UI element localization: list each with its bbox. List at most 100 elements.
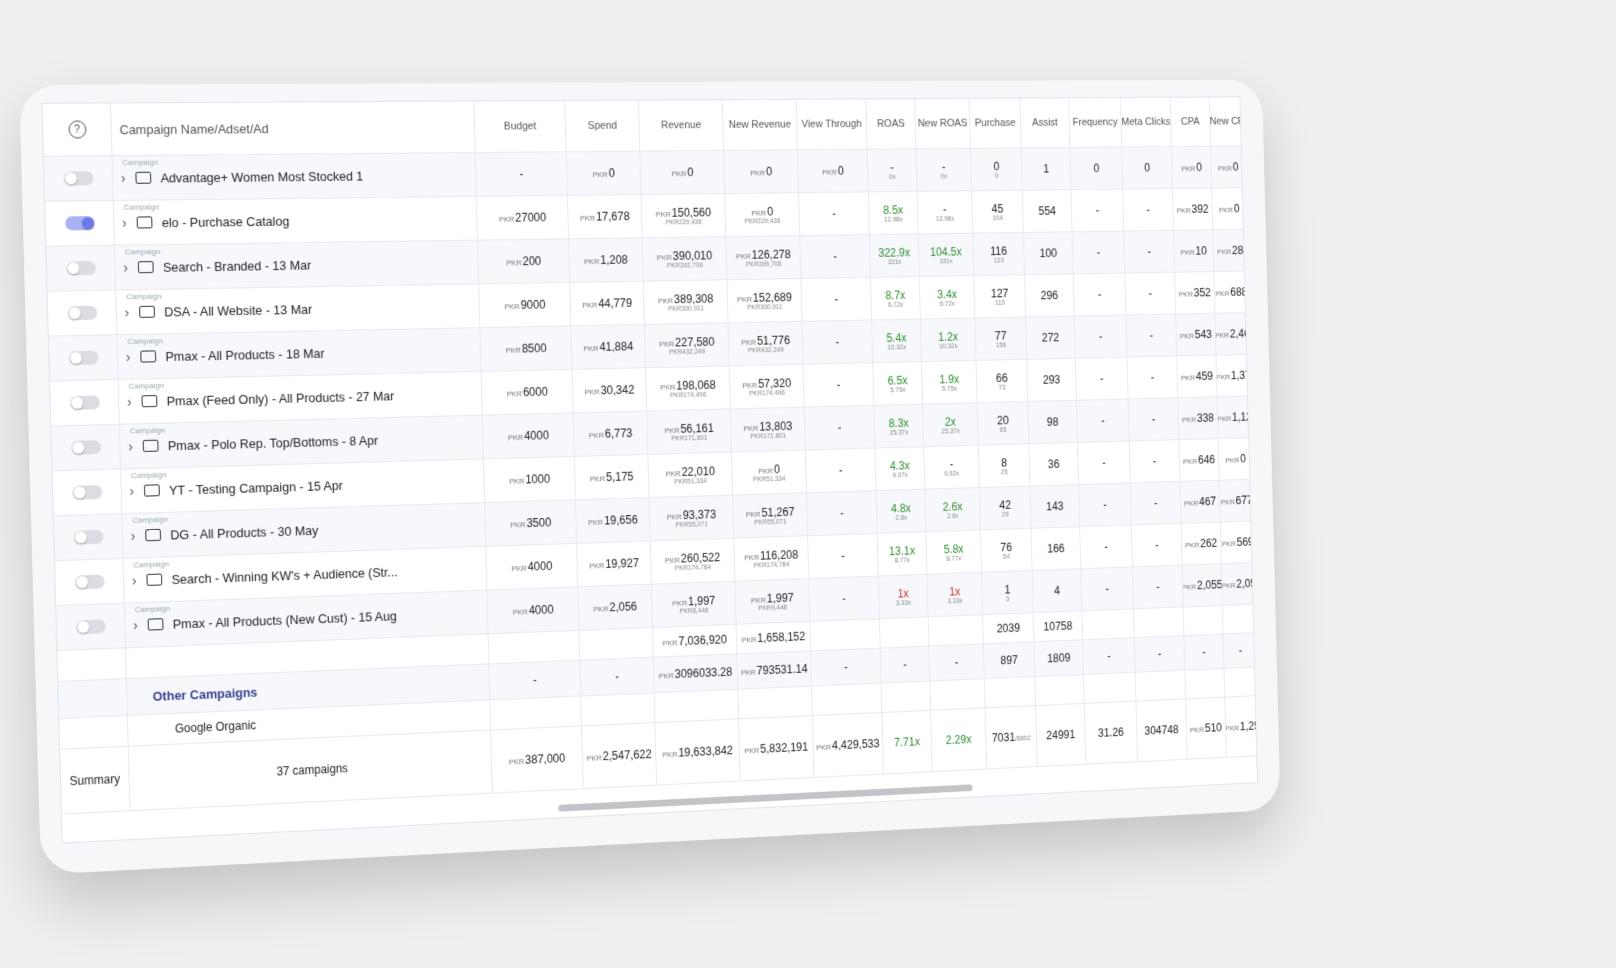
cell-value: - [1096, 204, 1100, 217]
value: 2,055 [1196, 578, 1223, 592]
cell: PKR459 [1177, 355, 1218, 398]
sub-value: 6.72x [888, 301, 903, 308]
cell-value: PKR459 [1181, 370, 1213, 384]
value: 55,071 [767, 518, 787, 526]
cell-value: PKR150,560 [655, 205, 712, 219]
value: 677 [1235, 493, 1253, 508]
cell: - [1125, 272, 1177, 315]
currency: PKR [1178, 290, 1193, 299]
sub-value: PKR9,448 [758, 604, 787, 612]
cell-value: 100 [1039, 247, 1057, 260]
cell-value: 322.9x [878, 245, 910, 259]
value: 28 [1231, 243, 1244, 257]
folder-icon [135, 171, 151, 184]
toggle[interactable] [74, 574, 105, 590]
currency: PKR [1185, 540, 1200, 550]
expand-chevron[interactable]: › [129, 483, 135, 500]
currency: PKR [1217, 164, 1232, 173]
toggle[interactable] [65, 260, 96, 276]
cell: - [1077, 441, 1131, 485]
expand-chevron[interactable]: › [132, 617, 138, 634]
cell: 8.3x 25.37x [874, 404, 925, 448]
expand-chevron[interactable]: › [131, 572, 137, 589]
value: - [1154, 538, 1159, 552]
cell: PKR2,547,622 [582, 723, 658, 789]
value: 9.92x [944, 470, 960, 478]
cell: PKR2,055 [1182, 564, 1223, 607]
cell-value: - [1146, 203, 1150, 216]
toggle[interactable] [73, 529, 104, 545]
value: 98 [1046, 415, 1059, 429]
cell-value: PKR8500 [505, 341, 546, 355]
cell: PKR6,773 [573, 411, 649, 456]
cell: PKR0 [1212, 188, 1248, 230]
toggle[interactable] [67, 305, 97, 321]
toggle[interactable] [75, 619, 106, 635]
cell: - [1131, 523, 1183, 567]
cell-value: 45 [991, 202, 1003, 215]
scrollbar[interactable] [558, 784, 973, 812]
cell-value: - [950, 457, 954, 470]
toggle[interactable] [68, 350, 99, 366]
folder-icon [146, 573, 162, 586]
value: 2,056 [609, 599, 638, 615]
cell: Campaign › Pmax (Feed Only) - All Products… [118, 371, 483, 424]
value: 13.1x [888, 543, 916, 558]
value: 0 [993, 159, 1000, 173]
value: 36 [1047, 457, 1060, 471]
currency: PKR [754, 518, 768, 526]
cell-value: 166 [1047, 542, 1065, 556]
expand-chevron[interactable]: › [130, 527, 136, 544]
toggle[interactable] [70, 440, 101, 455]
cell-value: 1.9x [939, 372, 959, 386]
expand-chevron[interactable]: › [124, 304, 130, 321]
cell: PKR5,832,191 [739, 716, 815, 781]
sub-value: 12.98x [884, 216, 903, 223]
currency: PKR [1180, 248, 1195, 257]
currency: PKR [675, 521, 689, 529]
toggle[interactable] [69, 395, 100, 411]
cell-value: 31.26 [1098, 725, 1124, 739]
value: 300,911 [681, 305, 704, 313]
expand-chevron[interactable]: › [125, 348, 131, 365]
expand-chevron[interactable]: › [120, 169, 126, 186]
column-header: Campaign Name/Adset/Ad [119, 120, 269, 137]
cell: 1x 3.33x [878, 574, 929, 619]
cell [47, 290, 118, 336]
toggle[interactable] [63, 171, 94, 186]
cell: - [475, 152, 568, 196]
cell-value: PKR28 [1217, 244, 1243, 257]
cell-value: PKR152,689 [737, 290, 792, 304]
toggle[interactable] [72, 484, 102, 500]
sub-value: PKR174,784 [754, 561, 790, 569]
expand-chevron[interactable]: › [123, 259, 129, 276]
cell [1224, 667, 1258, 697]
currency: PKR [753, 475, 767, 483]
cell [59, 715, 129, 749]
sub-value: 5.75x [890, 387, 905, 394]
folder-icon [144, 528, 161, 542]
cell: 104.5x 331x [918, 233, 975, 277]
cell: PKR793531.14 [737, 651, 813, 689]
value: 293 [1042, 373, 1061, 387]
cell: - [1123, 188, 1174, 231]
cell-value: 293 [1043, 373, 1061, 387]
value: 6.72x [939, 300, 955, 308]
expand-chevron[interactable]: › [128, 438, 134, 455]
cell-value: 554 [1038, 204, 1056, 217]
expand-chevron[interactable]: › [126, 393, 132, 410]
toggle[interactable] [64, 216, 95, 231]
currency: PKR [758, 604, 772, 612]
sub-value: 2.8x [895, 514, 907, 521]
cell-value: 8 [1001, 456, 1007, 469]
cell: - [1081, 567, 1134, 611]
expand-chevron[interactable]: › [121, 214, 127, 231]
value: 1x [949, 584, 961, 599]
cell-value: PKR387,000 [509, 751, 566, 767]
value: 152,689 [752, 290, 793, 305]
value: 200 [522, 254, 542, 269]
value: 1,997 [687, 593, 716, 608]
value: 9,448 [771, 604, 788, 612]
value: 8.5x [882, 202, 904, 217]
cell: -9.92x [924, 445, 980, 489]
